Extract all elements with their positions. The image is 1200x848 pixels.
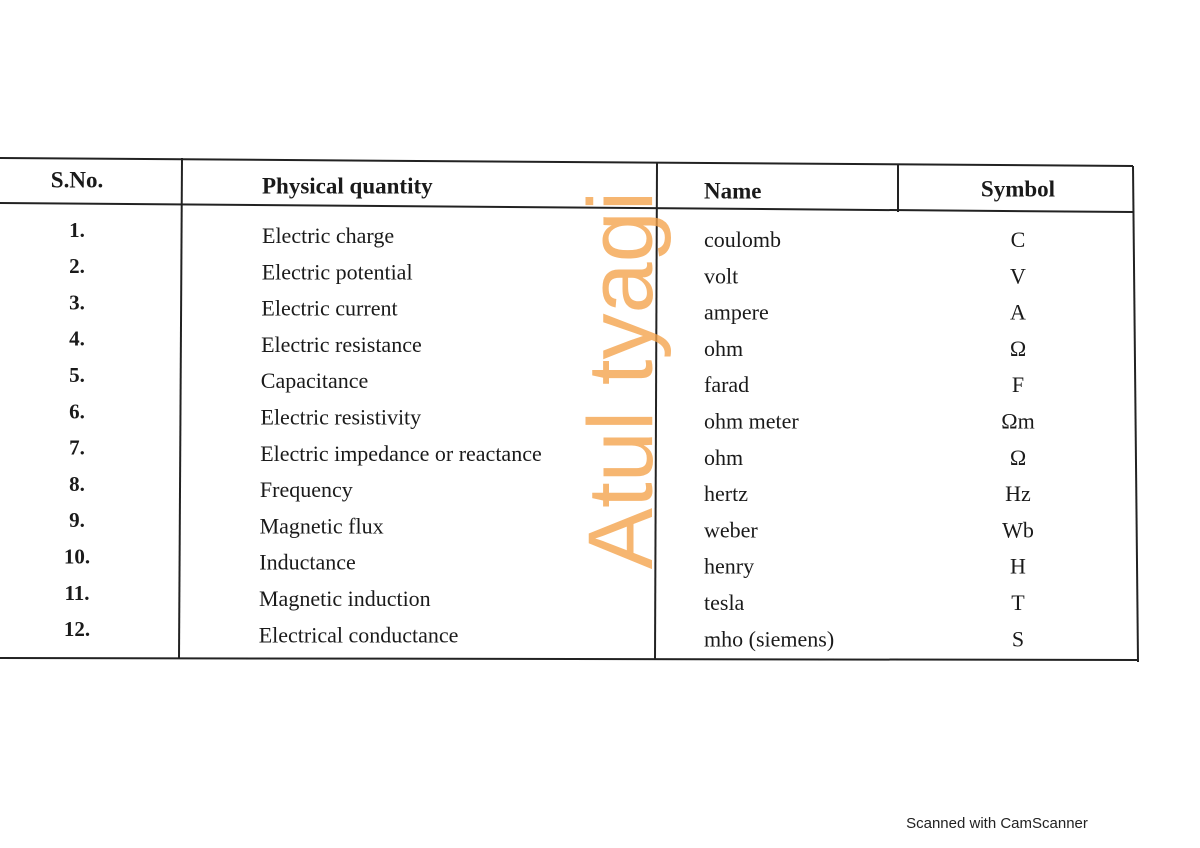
table-cell: volt [704, 263, 738, 288]
column-divider [178, 157, 183, 659]
serial-number: 9. [69, 508, 85, 532]
table-cell: coulomb [704, 227, 781, 252]
column-header: Symbol [981, 176, 1055, 201]
table-cell: ohm meter [704, 409, 799, 434]
table-cell: ohm [704, 336, 743, 361]
table-cell: Electric resistivity [261, 405, 422, 430]
column-header: S.No. [51, 167, 103, 192]
header-bottom-rule [0, 202, 1134, 213]
serial-number: 6. [69, 399, 85, 423]
table-cell: Ω [1010, 336, 1026, 361]
table-cell: Frequency [260, 477, 353, 502]
table-cell: ampere [704, 300, 769, 325]
serial-number: 5. [69, 363, 85, 387]
table-cell: hertz [704, 481, 748, 506]
table-cell: Electric potential [262, 259, 413, 284]
serial-number: 11. [64, 581, 89, 605]
serial-number: 2. [69, 254, 85, 278]
serial-number: 1. [69, 218, 85, 242]
serial-number: 3. [69, 290, 85, 314]
table-cell: H [1010, 554, 1026, 579]
table-cell: ohm [704, 445, 743, 470]
table-cell: Capacitance [261, 368, 369, 393]
column-header: Name [704, 178, 761, 203]
table-cell: S [1012, 626, 1024, 651]
column-header: Physical quantity [262, 173, 433, 198]
table-top-rule [0, 157, 1134, 167]
table-cell: V [1010, 263, 1026, 288]
serial-number: 12. [64, 617, 90, 641]
table-cell: Magnetic flux [260, 513, 384, 538]
table-cell: Ωm [1001, 409, 1034, 434]
table-cell: A [1010, 300, 1026, 325]
table-cell: Inductance [259, 550, 356, 575]
table-cell: F [1012, 372, 1024, 397]
table-cell: Electric impedance or reactance [260, 441, 542, 466]
table-cell: Electric current [261, 296, 397, 321]
table-cell: T [1011, 590, 1025, 615]
table-cell: Wb [1002, 517, 1034, 542]
table-cell: weber [704, 517, 758, 542]
table-cell: Magnetic induction [259, 586, 431, 611]
table-cell: Electric resistance [261, 332, 422, 357]
table-cell: mho (siemens) [704, 626, 834, 651]
table-cell: Electrical conductance [259, 622, 459, 647]
serial-number: 10. [64, 545, 90, 569]
serial-number: 4. [69, 327, 85, 351]
table-cell: tesla [704, 590, 745, 615]
table-cell: Hz [1005, 481, 1031, 506]
watermark: Atul tyagi [570, 191, 672, 569]
serial-number: 8. [69, 472, 85, 496]
serial-number: 7. [69, 436, 85, 460]
table-bottom-rule [0, 657, 1139, 661]
table-cell: C [1011, 227, 1026, 252]
table-cell: Ω [1010, 445, 1026, 470]
table-right-rule [1132, 165, 1139, 663]
footer-text: Scanned with CamScanner [906, 815, 1088, 832]
table-cell: henry [704, 554, 754, 579]
table-cell: Electric charge [262, 223, 394, 248]
column-divider [654, 161, 658, 661]
table-cell: farad [704, 372, 749, 397]
